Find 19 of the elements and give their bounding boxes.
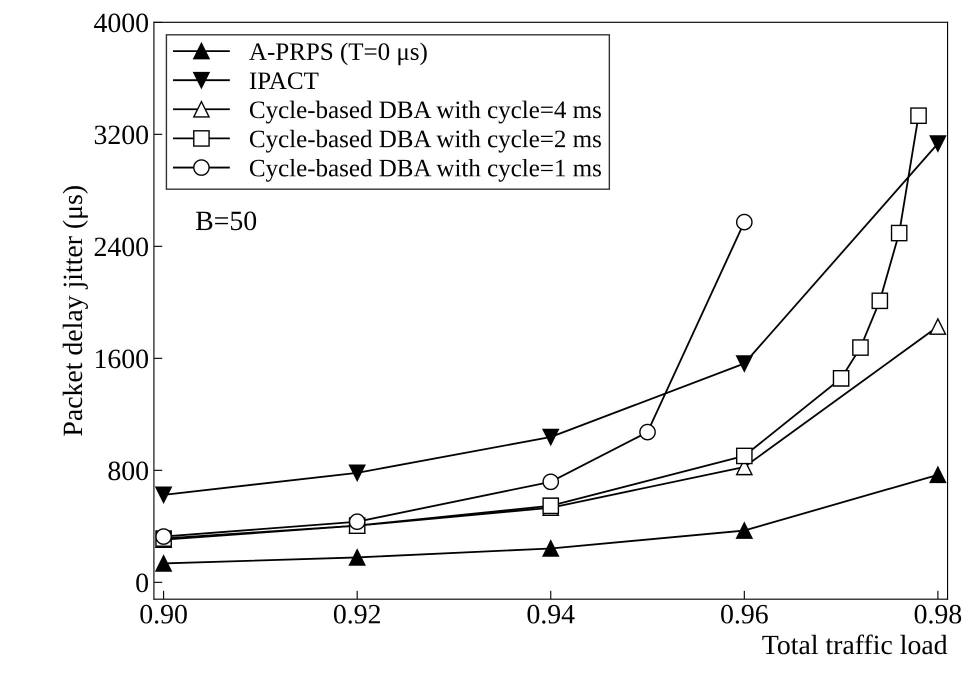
y-tick-label: 2400 (94, 238, 148, 256)
legend-label: Cycle-based DBA with cycle=1 ms (250, 158, 601, 182)
y-tick-label: 4000 (94, 14, 148, 32)
legend-label: Cycle-based DBA with cycle=2 ms (250, 130, 601, 153)
legend-label: A-PRPS (T=0 μs) (249, 42, 427, 66)
legend-label: Cycle-based DBA with cycle=4 ms (250, 100, 601, 124)
x-tick-label: 0.94 (528, 604, 575, 624)
y-tick-label: 800 (108, 462, 148, 480)
x-tick-label: 0.98 (914, 604, 962, 624)
x-tick-label: 0.96 (721, 604, 768, 624)
y-axis-title: Packet delay jitter (μs) (62, 186, 88, 436)
y-tick-label: 0 (136, 574, 148, 592)
x-axis-title: Total traffic load (762, 634, 948, 654)
y-tick-label: 3200 (94, 126, 148, 144)
legend-label: IPACT (250, 72, 318, 90)
annotation: B=50 (196, 212, 256, 230)
y-tick-label: 1600 (96, 350, 148, 368)
x-tick-label: 0.92 (334, 604, 380, 624)
x-tick-label: 0.90 (140, 604, 187, 624)
